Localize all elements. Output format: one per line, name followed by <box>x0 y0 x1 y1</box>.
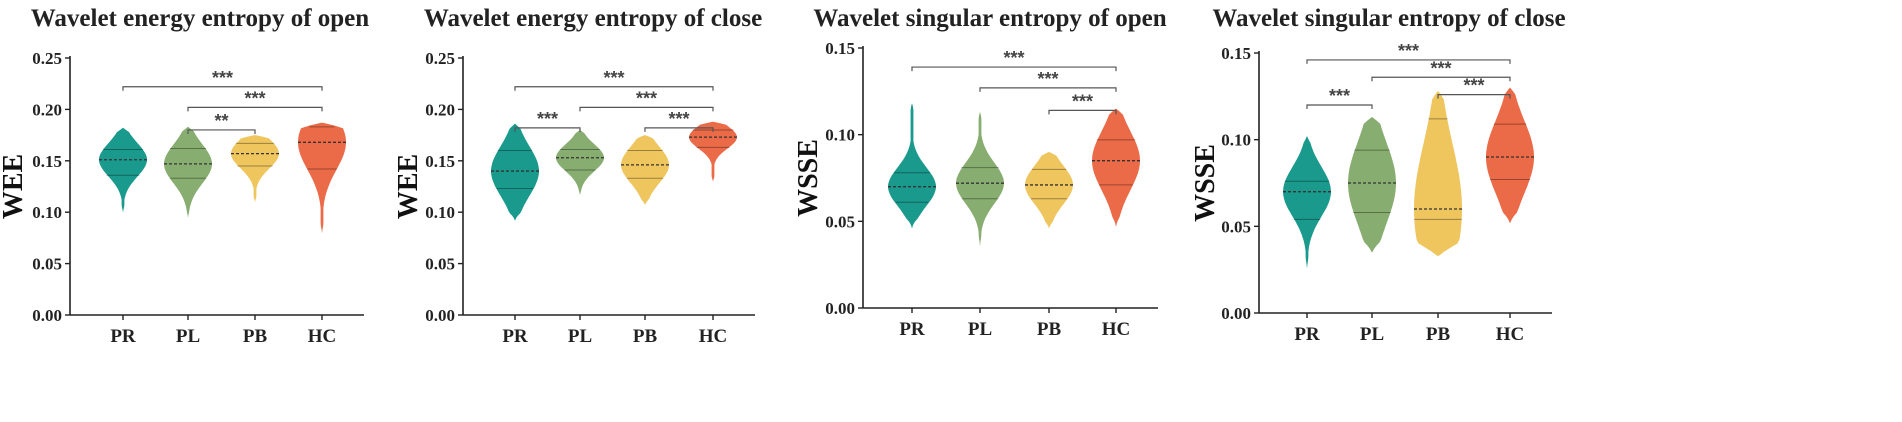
x-tick-label-pb: PB <box>1037 319 1062 340</box>
significance-label: *** <box>668 109 689 129</box>
significance-bracket <box>1306 59 1511 64</box>
chart-svg-wsse-close: Wavelet singular entropy of closeWSSE0.0… <box>1190 5 1566 345</box>
significance-label: *** <box>212 68 233 88</box>
significance-bracket <box>1371 76 1511 82</box>
significance-label: *** <box>537 109 558 129</box>
violin-pb <box>1025 152 1073 229</box>
significance-bracket <box>911 66 1117 72</box>
x-tick-label-hc: HC <box>1496 324 1525 345</box>
x-tick-label-hc: HC <box>1102 319 1131 340</box>
y-tick-label: 0.20 <box>425 100 455 119</box>
y-tick-label: 0.05 <box>32 255 62 274</box>
significance-bracket <box>1048 109 1117 115</box>
significance-label: *** <box>636 88 657 108</box>
y-tick-label: 0.20 <box>32 100 62 119</box>
significance-label: *** <box>1430 58 1451 78</box>
significance-bracket <box>979 87 1117 92</box>
significance-label: *** <box>1072 91 1093 111</box>
significance-label: *** <box>1329 86 1350 106</box>
chart-title: Wavelet singular entropy of open <box>813 5 1166 32</box>
significance-label: *** <box>244 88 265 108</box>
x-tick-label-hc: HC <box>308 326 337 347</box>
violin-pl <box>556 130 604 195</box>
y-tick-label: 0.25 <box>32 49 62 68</box>
y-axis-label: WSSE <box>793 139 824 217</box>
chart-panel-2: Wavelet energy entropy of close WEE 0.00 0.… <box>393 0 865 422</box>
y-tick-label: 0.00 <box>32 306 62 325</box>
significance-label: *** <box>1463 76 1484 96</box>
significance-label: *** <box>603 68 624 88</box>
chart-svg-wee-open: Wavelet energy entropy of open WEE 0.00 0.0… <box>0 5 369 347</box>
violin-hc <box>1092 108 1140 227</box>
significance-bracket <box>122 86 323 91</box>
chart-title: Wavelet energy entropy of close <box>424 5 762 32</box>
violin-pr <box>1283 136 1331 268</box>
violin-pr <box>99 127 147 213</box>
significance-bracket <box>579 106 714 112</box>
y-tick-label: 0.15 <box>825 39 855 58</box>
violin-pl <box>164 126 212 218</box>
chart-svg-wsse-open: Wavelet singular entropy of open WSSE 0.00… <box>793 5 1167 340</box>
chart-svg-wee-close: Wavelet energy entropy of close WEE 0.00 0.… <box>393 5 762 347</box>
violin-pb <box>231 135 279 202</box>
chart-panel-4: Wavelet singular entropy of close WSSE 0.0… <box>1190 0 1662 422</box>
violin-pb <box>1414 91 1462 256</box>
significance-label: ** <box>214 111 228 131</box>
x-tick-label-pr: PR <box>110 326 136 347</box>
y-tick-label: 0.05 <box>825 212 855 231</box>
x-tick-label-pb: PB <box>1426 324 1451 345</box>
violin-pb <box>621 135 669 205</box>
y-tick-label: 0.00 <box>1221 304 1251 323</box>
x-tick-label-pl: PL <box>568 326 592 347</box>
y-tick-label: 0.10 <box>1221 131 1251 150</box>
y-tick-label: 0.00 <box>425 306 455 325</box>
y-axis-label: WEE <box>0 154 29 219</box>
y-tick-label: 0.15 <box>425 152 455 171</box>
significance-label: *** <box>1398 41 1419 61</box>
x-tick-label-pl: PL <box>176 326 200 347</box>
y-tick-label: 0.25 <box>425 49 455 68</box>
significance-bracket <box>1306 104 1373 109</box>
violin-pl <box>956 112 1004 246</box>
y-axis-label: WSSE <box>1190 144 1221 222</box>
y-tick-label: 0.10 <box>425 203 455 222</box>
y-tick-label: 0.15 <box>32 152 62 171</box>
significance-bracket <box>644 127 714 132</box>
y-tick-label: 0.15 <box>1221 44 1251 63</box>
y-tick-label: 0.00 <box>825 299 855 318</box>
significance-bracket <box>514 127 581 132</box>
significance-bracket <box>187 129 256 134</box>
x-tick-label-hc: HC <box>699 326 728 347</box>
x-tick-label-pr: PR <box>1294 324 1320 345</box>
significance-bracket <box>187 106 323 112</box>
significance-label: *** <box>1037 69 1058 89</box>
y-tick-label: 0.10 <box>825 126 855 145</box>
violin-pr <box>491 123 539 221</box>
x-tick-label-pl: PL <box>1360 324 1384 345</box>
violin-pr <box>888 103 936 229</box>
violin-pl <box>1348 117 1396 253</box>
x-tick-label-pl: PL <box>968 319 992 340</box>
y-tick-label: 0.05 <box>1221 217 1251 236</box>
violin-hc <box>298 122 346 233</box>
x-tick-label-pb: PB <box>633 326 658 347</box>
chart-title: Wavelet energy entropy of open <box>31 5 369 32</box>
y-tick-label: 0.10 <box>32 203 62 222</box>
violin-hc <box>1486 87 1534 223</box>
x-tick-label-pr: PR <box>502 326 528 347</box>
chart-panel-1: Wavelet energy entropy of open WEE 0.00 0.0… <box>0 0 470 422</box>
chart-title: Wavelet singular entropy of close <box>1212 5 1565 32</box>
x-tick-label-pb: PB <box>243 326 268 347</box>
significance-bracket <box>514 86 714 91</box>
significance-bracket <box>1437 94 1511 99</box>
significance-label: *** <box>1003 48 1024 68</box>
y-axis-label: WEE <box>393 154 424 219</box>
x-tick-label-pr: PR <box>899 319 925 340</box>
chart-panel-3: Wavelet singular entropy of open WSSE 0.00… <box>793 0 1265 422</box>
y-tick-label: 0.05 <box>425 255 455 274</box>
